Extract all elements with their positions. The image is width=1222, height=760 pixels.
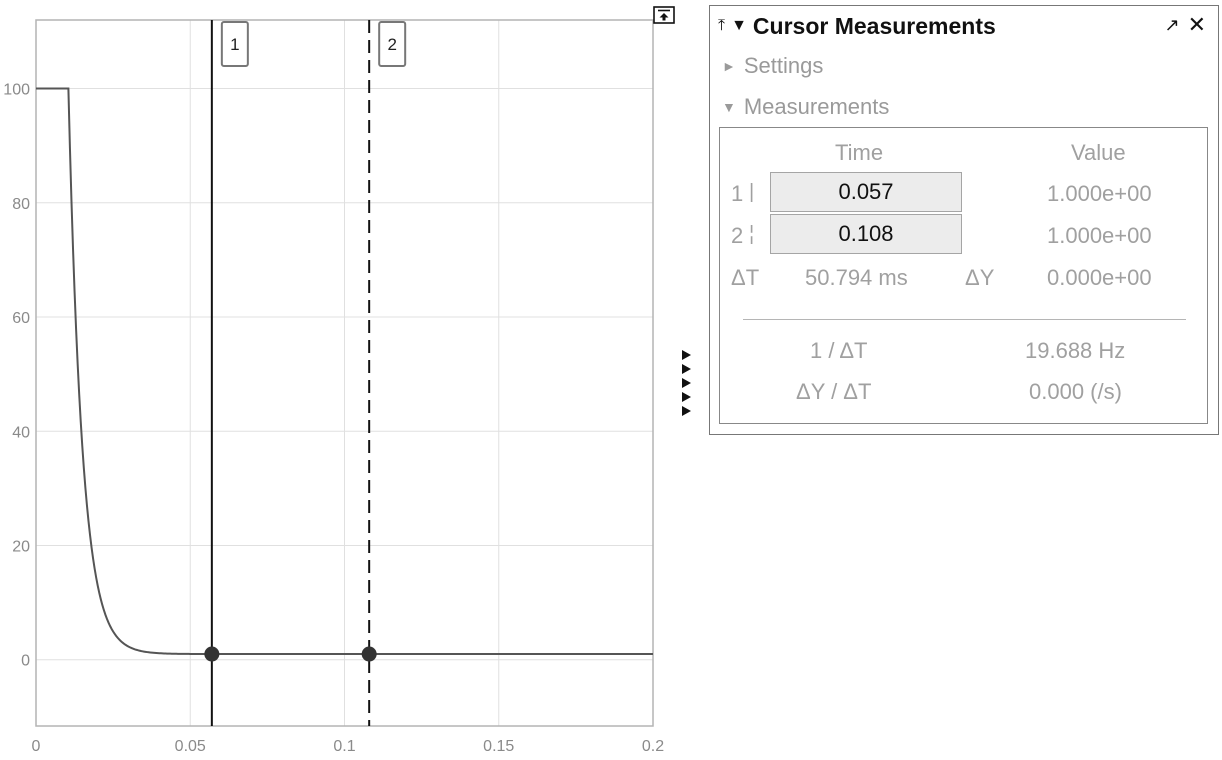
cursor-2-time-field[interactable]: 0.108 [770,214,962,254]
y-tick-label: 20 [12,539,30,556]
settings-section-toggle[interactable]: ► Settings [722,53,823,79]
cursor-2-style-marker: ¦ [749,223,755,245]
cursor-2-marker[interactable] [361,646,377,662]
expand-arrow-icon[interactable] [682,392,691,402]
grid [35,20,654,726]
expand-triangle-icon: ► [722,58,736,74]
collapse-triangle-icon: ▼ [722,99,736,115]
inverse-delta-t-value: 19.688 Hz [1025,338,1126,363]
slope-value: 0.000 (/s) [1029,379,1122,404]
value-header: Value [1071,140,1126,165]
y-tick-label: 0 [21,653,30,670]
expand-arrow-icon[interactable] [682,350,691,360]
signal-line [36,87,653,656]
x-tick-label: 0.2 [642,738,664,755]
y-tick-label: 100 [3,82,30,99]
x-tick-labels: 0 0.05 0.1 0.15 0.2 [32,738,665,755]
panel-header-controls: ↗ ✕ [1164,12,1206,38]
cursor-1-time-field[interactable]: 0.057 [770,172,962,212]
scope-plot[interactable]: 0 0.05 0.1 0.15 0.2 100 80 60 40 20 0 1 … [0,0,700,760]
inverse-delta-t-label: 1 / ΔT [810,338,868,363]
cursor-1-number: 1 [731,181,744,206]
cursor-1-style-marker: | [749,181,755,203]
time-header: Time [835,140,884,165]
cursor-1-tag[interactable] [220,21,249,67]
expand-arrows[interactable] [680,350,694,420]
settings-label: Settings [743,53,824,78]
x-tick-label: 0 [32,738,41,755]
undock-icon[interactable] [653,6,675,24]
measurements-section-toggle[interactable]: ▼ Measurements [722,94,889,120]
cursor-2-tag[interactable] [378,21,407,67]
expand-arrow-icon[interactable] [682,378,691,388]
y-tick-label: 40 [12,424,30,441]
x-tick-label: 0.1 [333,738,355,755]
x-tick-label: 0.15 [483,738,514,755]
collapse-icon[interactable]: ▼ [731,17,747,34]
cursor-2[interactable]: 2 [361,20,407,726]
cursor-1-label: 1 [230,35,239,54]
delta-y-value: 0.000e+00 [1047,265,1152,290]
cursor-1[interactable]: 1 [204,20,249,726]
cursor-2-label: 2 [387,35,396,54]
measurements-table: Time Value 1 | 0.057 1.000e+00 2 ¦ 0.108… [719,127,1208,424]
y-tick-labels: 100 80 60 40 20 0 [3,82,30,670]
panel-title: Cursor Measurements [752,12,996,39]
cursor-measurements-panel: ⤒ ▼ Cursor Measurements ↗ ✕ ► Settings ▼… [709,5,1219,435]
pin-icon[interactable]: ⤒ [718,17,726,34]
cursor-2-number: 2 [731,223,744,248]
slope-label: ΔY / ΔT [796,379,872,404]
expand-arrow-icon[interactable] [682,406,691,416]
delta-y-label: ΔY [965,265,995,290]
separator [743,319,1186,320]
x-tick-label: 0.05 [175,738,206,755]
undock-panel-icon[interactable]: ↗ [1164,14,1180,35]
expand-arrow-icon[interactable] [682,364,691,374]
cursor-1-value: 1.000e+00 [1047,181,1152,206]
y-tick-label: 80 [12,196,30,213]
axes-frame [35,19,654,727]
delta-t-label: ΔT [731,265,760,290]
measurements-label: Measurements [743,94,890,119]
cursor-2-value: 1.000e+00 [1047,223,1152,248]
close-icon[interactable]: ✕ [1187,12,1206,37]
y-tick-label: 60 [12,310,30,327]
cursor-1-marker[interactable] [204,646,220,662]
delta-t-value: 50.794 ms [805,265,908,290]
panel-header: ⤒ ▼ Cursor Measurements [718,11,996,41]
